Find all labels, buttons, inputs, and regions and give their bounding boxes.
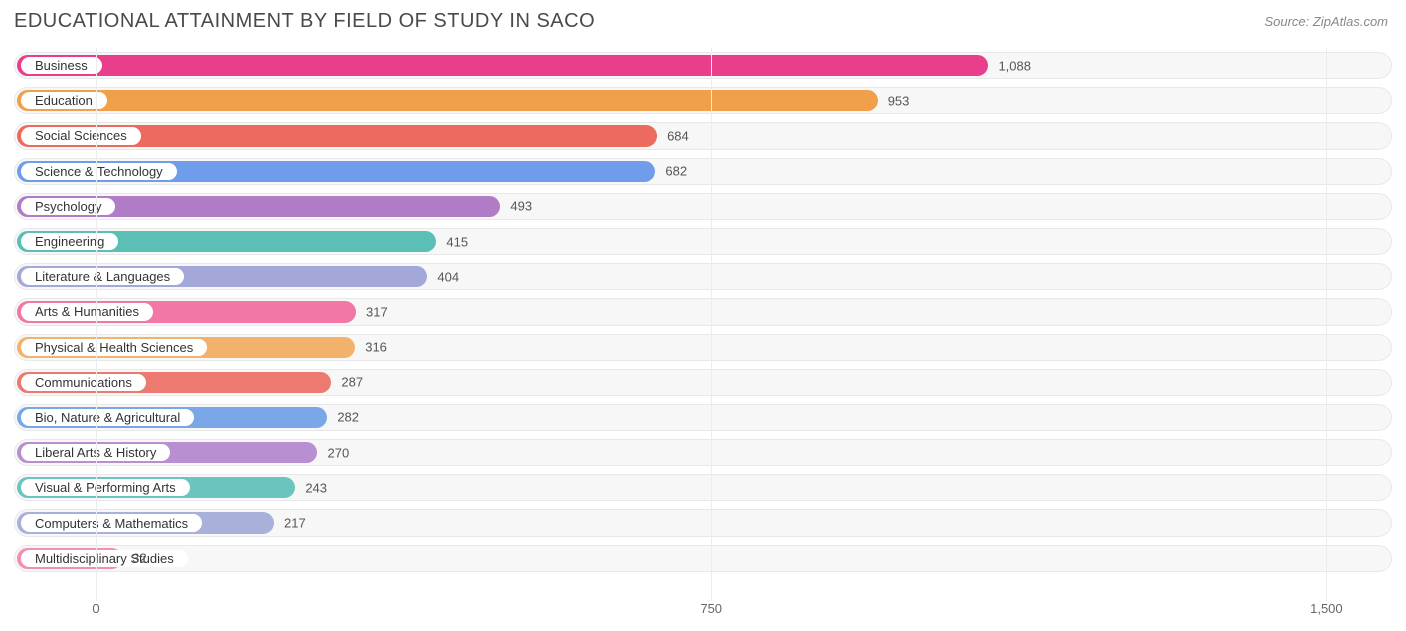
bar-row: Social Sciences 684	[14, 118, 1392, 153]
bar-label: Multidisciplinary Studies	[21, 550, 188, 567]
bar-track	[14, 545, 1392, 572]
bar-label: Education	[21, 92, 107, 109]
bar-row: Psychology 493	[14, 189, 1392, 224]
bar-row: Visual & Performing Arts 243	[14, 470, 1392, 505]
x-axis: 0 750 1,500	[14, 601, 1392, 621]
bar-row: Computers & Mathematics 217	[14, 505, 1392, 540]
axis-tick: 750	[700, 601, 722, 616]
axis-tick: 0	[92, 601, 99, 616]
bar-value: 953	[888, 93, 910, 108]
axis-tick: 1,500	[1310, 601, 1343, 616]
bar-value: 1,088	[998, 58, 1031, 73]
bar-label: Arts & Humanities	[21, 303, 153, 320]
bar-value: 282	[337, 410, 359, 425]
bar-label: Social Sciences	[21, 127, 141, 144]
bar-label: Engineering	[21, 233, 118, 250]
chart-source: Source: ZipAtlas.com	[1264, 14, 1388, 29]
bar-value: 682	[665, 164, 687, 179]
bar-label: Business	[21, 57, 102, 74]
chart-area: Business 1,088 Education 953 Social Sciences…	[14, 48, 1392, 597]
bar-fill	[17, 55, 988, 76]
bar-value: 316	[365, 340, 387, 355]
bar-label: Communications	[21, 374, 146, 391]
bar-label: Computers & Mathematics	[21, 514, 202, 531]
bar-label: Physical & Health Sciences	[21, 339, 207, 356]
bar-label: Psychology	[21, 198, 115, 215]
bar-value: 287	[341, 375, 363, 390]
bar-label: Bio, Nature & Agricultural	[21, 409, 194, 426]
bar-row: Literature & Languages 404	[14, 259, 1392, 294]
bar-label: Visual & Performing Arts	[21, 479, 190, 496]
bar-row: Arts & Humanities 317	[14, 294, 1392, 329]
bar-value: 270	[327, 445, 349, 460]
bar-value: 404	[437, 269, 459, 284]
bar-row: Physical & Health Sciences 316	[14, 330, 1392, 365]
bar-row: Bio, Nature & Agricultural 282	[14, 400, 1392, 435]
bar-value: 217	[284, 516, 306, 531]
bar-value: 243	[305, 480, 327, 495]
bar-row: Science & Technology 682	[14, 154, 1392, 189]
bar-value: 415	[446, 234, 468, 249]
bar-row: Multidisciplinary Studies32	[14, 541, 1392, 576]
bar-label: Literature & Languages	[21, 268, 184, 285]
bar-value: 317	[366, 304, 388, 319]
bar-value: 493	[510, 199, 532, 214]
grid-line	[711, 48, 712, 601]
bar-row: Engineering 415	[14, 224, 1392, 259]
grid-line	[1326, 48, 1327, 601]
bar-row: Education 953	[14, 83, 1392, 118]
bar-value: 32	[132, 551, 146, 566]
bar-label: Science & Technology	[21, 163, 177, 180]
bar-value: 684	[667, 128, 689, 143]
chart-title: EDUCATIONAL ATTAINMENT BY FIELD OF STUDY…	[14, 10, 595, 33]
bar-fill	[17, 90, 878, 111]
bar-row: Communications 287	[14, 365, 1392, 400]
bar-row: Business 1,088	[14, 48, 1392, 83]
bar-row: Liberal Arts & History270	[14, 435, 1392, 470]
grid-line	[96, 48, 97, 601]
